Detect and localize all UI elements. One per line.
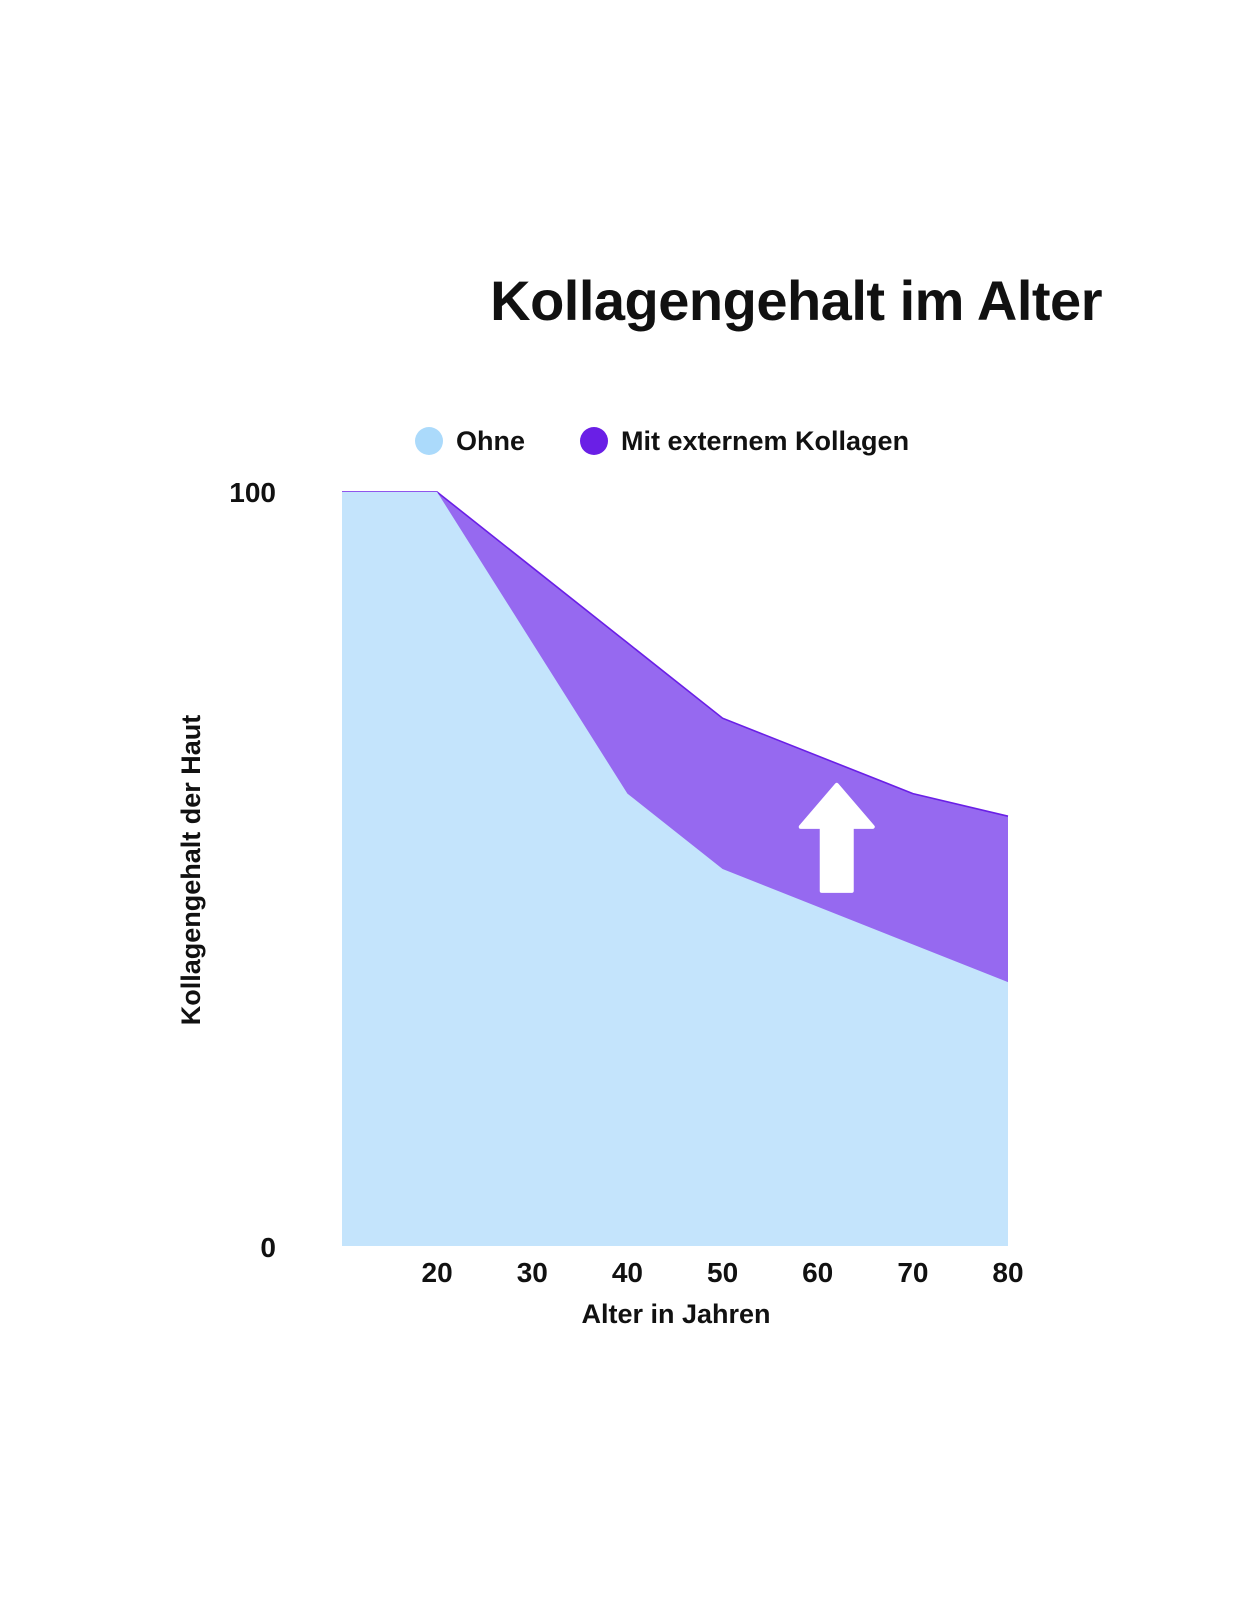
x-tick-label: 80 (992, 1257, 1023, 1288)
legend-label-ohne: Ohne (456, 426, 525, 456)
x-axis-label: Alter in Jahren (581, 1299, 770, 1329)
x-tick-label: 50 (707, 1257, 738, 1288)
plot-area (342, 491, 1009, 1246)
arrow-up-icon (798, 782, 875, 893)
annotation-layer (798, 782, 875, 893)
legend-marker-ohne (415, 427, 443, 455)
x-axis-ticks: 20 30 40 50 60 70 80 (422, 1257, 1024, 1288)
x-tick-label: 70 (897, 1257, 928, 1288)
x-tick-label: 40 (612, 1257, 643, 1288)
x-tick-label: 30 (517, 1257, 548, 1288)
legend-marker-mit-externem-kollagen (580, 427, 608, 455)
y-tick-label: 100 (229, 477, 276, 508)
y-tick-label: 0 (260, 1232, 276, 1263)
y-axis-ticks: 100 0 (229, 477, 276, 1263)
y-axis-label: Kollagengehalt der Haut (176, 715, 206, 1026)
chart-legend: Ohne Mit externem Kollagen (415, 426, 909, 456)
area-series-ohne (342, 492, 1008, 1246)
x-tick-label: 20 (422, 1257, 453, 1288)
legend-label-mit-externem-kollagen: Mit externem Kollagen (621, 426, 909, 456)
x-tick-label: 60 (802, 1257, 833, 1288)
chart-title: Kollagengehalt im Alter (490, 269, 1102, 332)
